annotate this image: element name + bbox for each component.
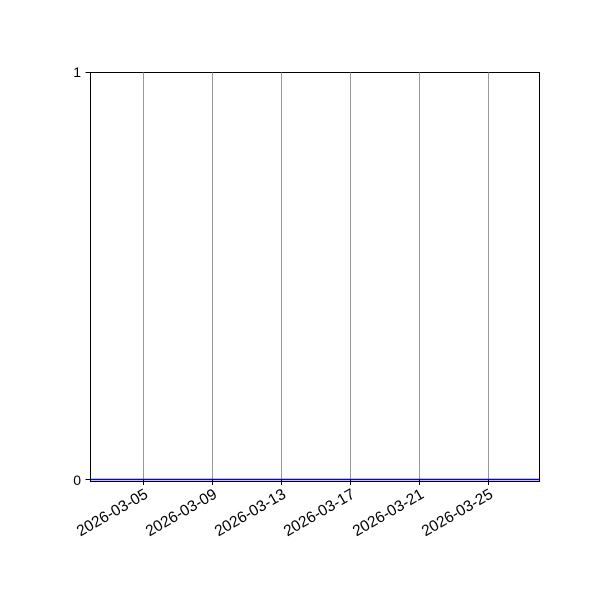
- svg-text:2026-03-13: 2026-03-13: [212, 486, 289, 540]
- svg-text:2026-03-25: 2026-03-25: [419, 486, 496, 540]
- svg-text:1: 1: [73, 64, 81, 80]
- svg-text:2026-03-09: 2026-03-09: [143, 486, 220, 540]
- svg-text:2026-03-21: 2026-03-21: [350, 486, 427, 540]
- svg-text:0: 0: [73, 472, 81, 488]
- svg-text:2026-03-17: 2026-03-17: [281, 486, 358, 540]
- svg-text:2026-03-05: 2026-03-05: [74, 486, 151, 540]
